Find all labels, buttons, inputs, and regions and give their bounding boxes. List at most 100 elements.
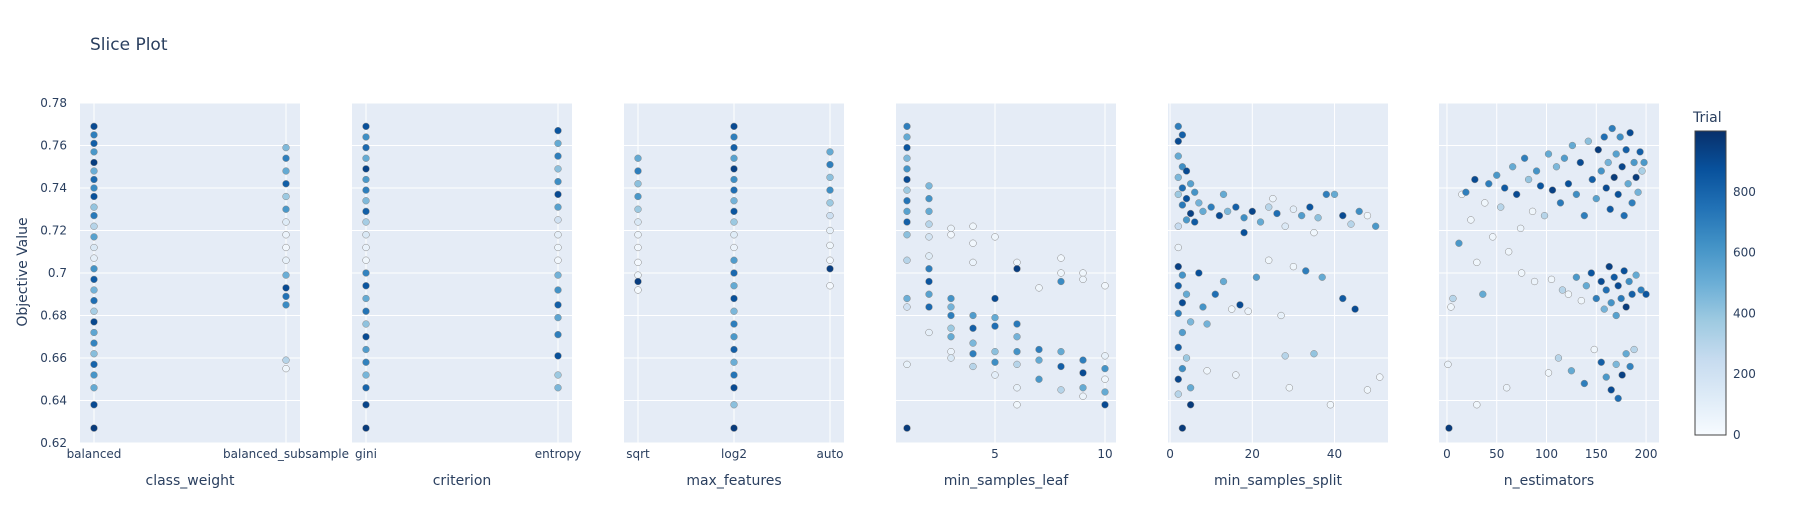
data-point	[1363, 211, 1372, 220]
data-point	[362, 401, 370, 409]
data-point	[903, 294, 911, 303]
data-point	[1608, 124, 1616, 133]
data-point	[1620, 211, 1628, 220]
panels: balanced balanced_subsample 0.62 0.64 0.66 0.…	[40, 96, 1659, 489]
data-point	[1618, 371, 1626, 379]
data-point	[1178, 131, 1187, 139]
data-point	[730, 122, 738, 131]
data-point	[991, 294, 999, 303]
data-point	[1281, 222, 1289, 230]
data-point	[1363, 386, 1372, 394]
data-point	[1372, 222, 1380, 230]
data-point	[90, 296, 98, 305]
data-point	[1634, 188, 1642, 196]
y-tick-label: 0.68	[40, 309, 67, 323]
data-point	[1174, 390, 1182, 398]
x-tick-label: 5	[991, 447, 999, 461]
data-point	[1582, 282, 1590, 290]
data-point	[282, 301, 290, 309]
data-point	[1606, 205, 1614, 213]
data-point	[1622, 146, 1630, 154]
data-point	[1532, 167, 1541, 175]
data-point	[1174, 137, 1182, 145]
data-point	[1602, 286, 1610, 294]
data-point	[1471, 175, 1479, 184]
data-point	[554, 313, 562, 322]
data-point	[1610, 273, 1618, 281]
data-point	[362, 154, 370, 162]
data-point	[903, 133, 911, 141]
data-point	[1567, 367, 1576, 375]
data-point	[991, 347, 999, 356]
data-point	[282, 180, 290, 188]
data-point	[1057, 386, 1065, 394]
data-point	[730, 243, 738, 252]
data-point	[282, 167, 290, 175]
data-point	[969, 339, 977, 347]
data-point	[1445, 424, 1453, 432]
x-tick-label: 10	[1097, 447, 1112, 461]
data-point	[1013, 265, 1021, 273]
data-point	[1544, 150, 1553, 158]
data-point	[362, 133, 370, 141]
data-point	[282, 356, 290, 364]
data-point	[554, 165, 562, 173]
y-tick-label: 0.78	[40, 96, 67, 110]
data-point	[554, 126, 562, 135]
data-point	[1057, 347, 1065, 356]
data-point	[1269, 194, 1277, 203]
data-point	[1462, 188, 1470, 196]
data-point	[1505, 248, 1513, 256]
data-point	[1240, 228, 1248, 237]
data-point	[1604, 158, 1612, 167]
data-point	[634, 154, 642, 162]
data-point	[1079, 369, 1087, 377]
data-point	[1640, 158, 1648, 167]
y-tick-label: 0.64	[40, 394, 67, 408]
panel-min_samples_split: 0 20 40 min_samples_split	[1166, 102, 1388, 489]
data-point	[947, 231, 955, 239]
data-point	[1564, 290, 1573, 298]
data-point	[730, 424, 738, 432]
data-point	[1174, 122, 1182, 131]
data-point	[1580, 211, 1588, 220]
x-tick-label: balanced_subsample	[223, 447, 349, 461]
data-point	[634, 218, 642, 226]
x-tick-label: log2	[721, 447, 747, 461]
data-point	[1501, 184, 1509, 192]
data-point	[730, 133, 738, 141]
data-point	[1564, 180, 1573, 188]
data-point	[282, 284, 290, 292]
data-point	[1577, 296, 1586, 305]
data-point	[362, 384, 370, 392]
data-point	[991, 371, 999, 379]
data-point	[1297, 211, 1306, 220]
data-point	[1310, 228, 1318, 237]
x-axis-label: max_features	[686, 473, 781, 489]
data-point	[634, 192, 642, 201]
data-point	[1614, 282, 1622, 290]
data-point	[1174, 262, 1182, 271]
data-point	[1215, 211, 1224, 220]
data-point	[1232, 203, 1240, 211]
data-point	[730, 345, 738, 354]
data-point	[925, 303, 933, 311]
data-point	[969, 239, 977, 247]
data-point	[90, 148, 98, 156]
data-point	[1622, 303, 1630, 311]
data-point	[362, 186, 370, 194]
data-point	[1178, 328, 1187, 337]
x-axis-label: class_weight	[146, 473, 235, 489]
data-point	[1174, 343, 1182, 352]
colorbar-tick-label: 400	[1733, 306, 1756, 320]
data-point	[826, 186, 834, 194]
data-point	[1174, 309, 1182, 318]
data-point	[1597, 358, 1605, 366]
data-point	[362, 218, 370, 226]
data-point	[903, 256, 911, 264]
data-point	[1035, 375, 1043, 383]
data-point	[1572, 190, 1581, 199]
data-point	[90, 371, 98, 379]
colorbar-tick-label: 600	[1733, 246, 1756, 260]
data-point	[90, 254, 98, 262]
